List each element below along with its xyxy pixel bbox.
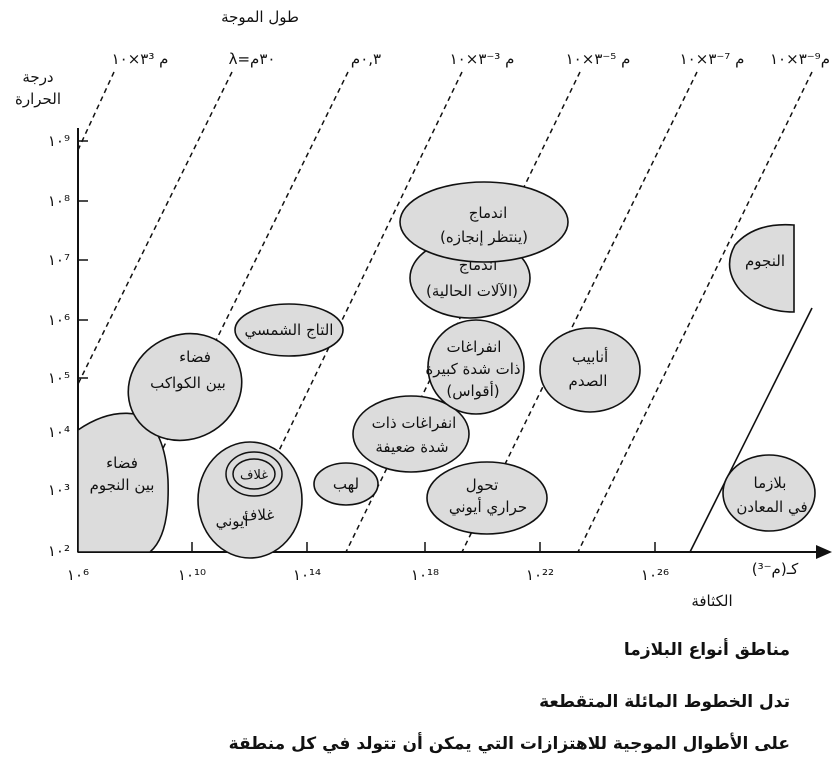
wavelength-line: [77, 71, 115, 151]
region-high-density-discharge: انفراغات ذات شدة كبيرة (أقواس): [425, 319, 525, 415]
metal-plasma-boundary-line: [689, 307, 813, 553]
y-tick-label: ١٠²: [48, 542, 70, 560]
wavelength-line: [345, 71, 581, 553]
x-tick-label: ١٠⁶: [67, 566, 89, 584]
y-tick-label: ١٠⁶: [48, 311, 70, 329]
svg-text:أنابيب: أنابيب: [572, 347, 608, 366]
svg-text:(ينتظر إنجازه): (ينتظر إنجازه): [440, 228, 528, 246]
y-tick-label: ١٠⁵: [48, 369, 70, 387]
svg-text:تحول: تحول: [466, 476, 499, 494]
svg-text:التاج الشمسي: التاج الشمسي: [245, 321, 334, 340]
wavelength-labels: ٣×١٠³ م λ=٣٠م ٠,٣م ٣×١٠⁻³ م ٣×١٠⁻⁵ م ٣×١…: [112, 50, 830, 68]
svg-text:بلازما: بلازما: [754, 474, 787, 492]
wavelength-line: [77, 71, 233, 385]
svg-text:أيوني: أيوني: [216, 511, 249, 531]
svg-text:فضاء: فضاء: [179, 348, 211, 366]
region-low-density-discharge: انفراغات ذات شدة ضعيفة: [352, 395, 470, 473]
svg-text:الصدم: الصدم: [569, 372, 608, 390]
temperature-axis-title: درجة: [22, 68, 53, 86]
svg-text:غلاف: غلاف: [240, 468, 268, 483]
svg-text:(أقواس): (أقواس): [446, 381, 499, 400]
x-tick-label: ١٠²⁶: [641, 566, 669, 584]
density-unit-label: كـ(م⁻³): [752, 560, 799, 578]
region-interstellar: فضاء بين النجوم: [77, 412, 169, 553]
region-interplanetary: فضاء بين الكواكب: [127, 332, 243, 442]
y-tick-label: ١٠⁸: [48, 192, 70, 210]
wavelength-label: λ=٣٠م: [229, 50, 276, 68]
y-tick-label: ١٠⁴: [48, 423, 70, 441]
region-shock-tubes: أنابيب الصدم: [539, 327, 641, 413]
x-axis-arrow-icon: [816, 545, 832, 559]
svg-text:بين الكواكب: بين الكواكب: [150, 374, 226, 392]
svg-text:ذات شدة كبيرة: ذات شدة كبيرة: [425, 360, 520, 378]
wavelength-axis-title: طول الموجة: [221, 8, 299, 26]
svg-text:النجوم: النجوم: [745, 252, 785, 270]
wavelength-label: ٣×١٠³ م: [112, 50, 169, 68]
wavelength-label: ٣×١٠⁻⁹م: [770, 50, 830, 68]
caption-line: على الأطوال الموجية للاهتزازات التي يمكن…: [228, 734, 790, 754]
svg-text:حراري أيوني: حراري أيوني: [449, 497, 527, 517]
wavelength-line: [577, 71, 813, 553]
svg-text:اندماج: اندماج: [469, 204, 508, 223]
svg-text:(الآلات الحالية): (الآلات الحالية): [426, 282, 518, 300]
svg-text:انفراغات ذات: انفراغات ذات: [372, 414, 457, 432]
plasma-regions-diagram: ١٠⁹ ١٠⁸ ١٠⁷ ١٠⁶ ١٠⁵ ١٠⁴ ١٠³ ١٠² ١٠⁶ ١٠¹⁰…: [15, 8, 832, 610]
wavelength-label: ٣×١٠⁻⁵ م: [566, 50, 631, 68]
x-tick-label: ١٠¹⁴: [293, 566, 321, 584]
y-tick-label: ١٠³: [48, 481, 70, 499]
region-thermionic: تحول حراري أيوني: [426, 461, 548, 535]
region-stars: النجوم: [728, 223, 795, 313]
x-ticks: ١٠⁶ ١٠¹⁰ ١٠¹⁴ ١٠¹⁸ ١٠²² ١٠²⁶: [67, 542, 669, 584]
y-ticks: ١٠⁹ ١٠⁸ ١٠⁷ ١٠⁶ ١٠⁵ ١٠⁴ ١٠³ ١٠²: [48, 132, 88, 560]
svg-text:فضاء: فضاء: [106, 454, 138, 472]
x-tick-label: ١٠²²: [526, 566, 554, 584]
region-corona: التاج الشمسي: [234, 303, 344, 357]
svg-text:غلاف: غلاف: [242, 506, 274, 524]
svg-text:شدة ضعيفة: شدة ضعيفة: [375, 438, 448, 456]
figure-title: مناطق أنواع البلازما: [623, 640, 790, 660]
caption-line: تدل الخطوط المائلة المتقطعة: [539, 692, 790, 712]
y-tick-label: ١٠⁹: [48, 132, 70, 150]
x-tick-label: ١٠¹⁸: [411, 566, 439, 584]
svg-text:انفراغات: انفراغات: [447, 338, 502, 356]
wavelength-label: ٣×١٠⁻⁷ م: [680, 50, 745, 68]
wavelength-label: ٠,٣م: [351, 50, 381, 68]
svg-text:في المعادن: في المعادن: [736, 498, 807, 517]
x-tick-label: ١٠¹⁰: [178, 566, 206, 584]
density-axis-title: الكثافة: [691, 592, 732, 610]
region-flame: لهب: [313, 462, 379, 506]
svg-text:لهب: لهب: [333, 475, 359, 493]
temperature-axis-title: الحرارة: [15, 90, 61, 108]
y-tick-label: ١٠⁷: [48, 251, 70, 269]
svg-text:بين النجوم: بين النجوم: [90, 476, 155, 494]
wavelength-label: ٣×١٠⁻³ م: [450, 50, 515, 68]
region-fusion-future: اندماج (ينتظر إنجازه): [399, 181, 569, 263]
region-ionosphere: غلاف غلاف أيوني: [197, 441, 303, 559]
region-metal-plasma: بلازما في المعادن: [722, 454, 816, 532]
